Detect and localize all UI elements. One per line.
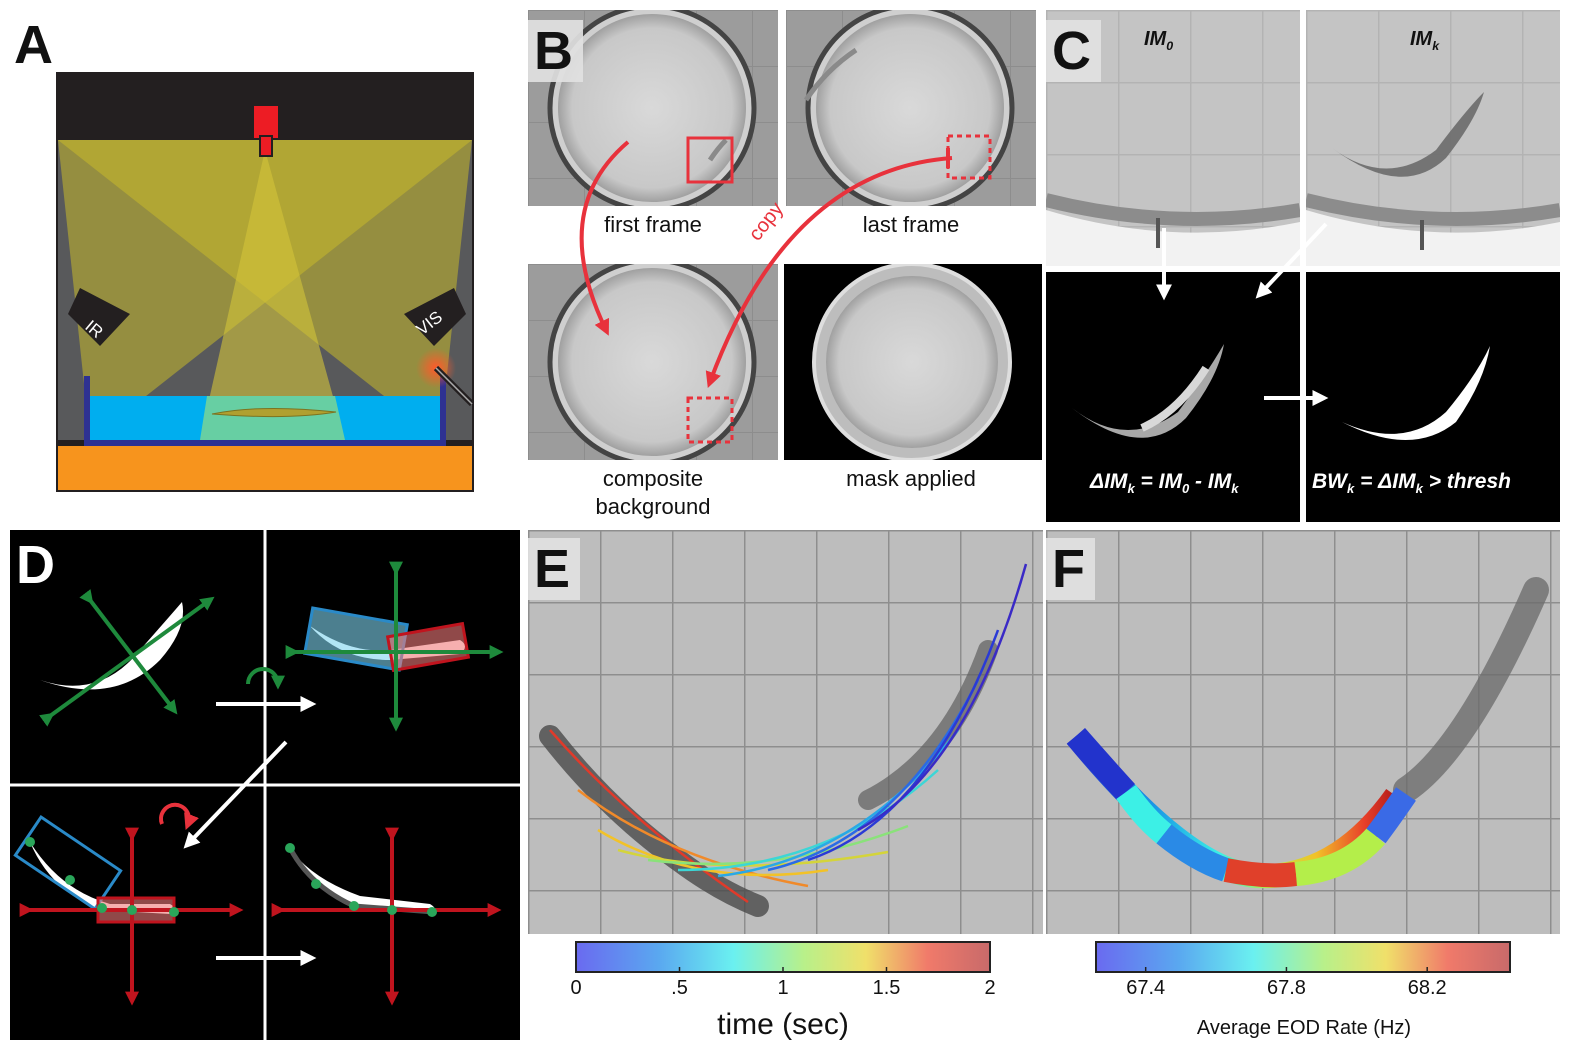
panel-c-label: C <box>1046 20 1101 82</box>
time-tick-label: 0 <box>570 977 581 999</box>
fish-silhouette <box>211 407 337 418</box>
base <box>58 446 472 490</box>
time-tick-label: 2 <box>984 977 995 999</box>
panel-a-label: A <box>14 15 53 75</box>
ir-light <box>68 288 130 346</box>
eod-colorbar-gradient <box>1095 941 1511 973</box>
fish-roi-box <box>686 136 734 184</box>
composite-caption-1: composite <box>602 466 704 491</box>
camera-view-cone <box>200 150 345 440</box>
panel-f: 67.4 67.8 68.2 Average EOD Rate (Hz) F <box>1046 530 1560 1055</box>
im0-label: IM0 <box>1144 28 1174 53</box>
panel-d-label: D <box>16 535 55 595</box>
time-tick-label: 1 <box>777 977 788 999</box>
trajectory-image <box>528 530 1043 934</box>
time-colorbar: 0 .5 1 1.5 2 time (sec) <box>570 941 996 1041</box>
panel-d: D <box>10 530 520 1040</box>
mask-applied-caption: mask applied <box>846 466 976 491</box>
pasted-roi-box <box>686 396 734 444</box>
imk-image <box>1306 10 1560 266</box>
tank <box>84 376 446 446</box>
panel-c-arrows <box>1156 222 1329 406</box>
time-axis-label: time (sec) <box>717 1008 849 1041</box>
panel-e-label: E <box>528 538 581 600</box>
orientation-steps <box>10 530 520 1040</box>
panel-c: IM0 IMk ΔIMk = IM0 - IMk BWk = ΔIMk > th… <box>1046 10 1560 522</box>
first-frame-caption: first frame <box>604 212 702 237</box>
diff-image <box>1046 272 1300 522</box>
binary-image <box>1306 272 1560 522</box>
time-tick-label: 1.5 <box>873 977 901 999</box>
last-frame-image <box>786 10 1036 206</box>
eod-tick-label: 67.8 <box>1267 977 1306 999</box>
binary-equation: BWk = ΔIMk > thresh <box>1312 470 1511 497</box>
panel-a: A IR VIS <box>0 0 520 510</box>
eod-colorbar: 67.4 67.8 68.2 Average EOD Rate (Hz) <box>1095 941 1511 1039</box>
diff-equation: ΔIMk = IM0 - IMk <box>1090 470 1239 497</box>
water-lit <box>200 396 345 440</box>
first-to-composite-arrow <box>579 140 630 336</box>
vis-light <box>404 288 466 346</box>
copy-arrow <box>705 156 953 389</box>
panel-e: 0 .5 1 1.5 2 time (sec) E <box>528 530 1043 1055</box>
composite-caption-2: background <box>595 494 711 519</box>
composite-background-image <box>528 264 778 460</box>
eod-tick-label: 68.2 <box>1408 977 1447 999</box>
setup-diagram: IR VIS <box>56 72 475 492</box>
time-tick-label: .5 <box>671 977 688 999</box>
eod-rate-image <box>1046 530 1560 934</box>
panel-f-label: F <box>1046 538 1095 600</box>
eod-tick-label: 67.4 <box>1126 977 1165 999</box>
eod-axis-label: Average EOD Rate (Hz) <box>1197 1017 1411 1039</box>
camera <box>254 106 278 138</box>
last-frame-caption: last frame <box>862 212 960 237</box>
camera-lens <box>259 135 273 157</box>
fiber-cable-core <box>435 367 473 405</box>
panel-b: first frame last frame composite backgro… <box>528 10 1043 520</box>
copy-arrows: copy <box>579 140 953 389</box>
imk-label: IMk <box>1410 28 1440 53</box>
panel-b-label: B <box>528 20 583 82</box>
copy-label: copy <box>745 198 788 245</box>
mask-applied-image <box>784 264 1042 460</box>
